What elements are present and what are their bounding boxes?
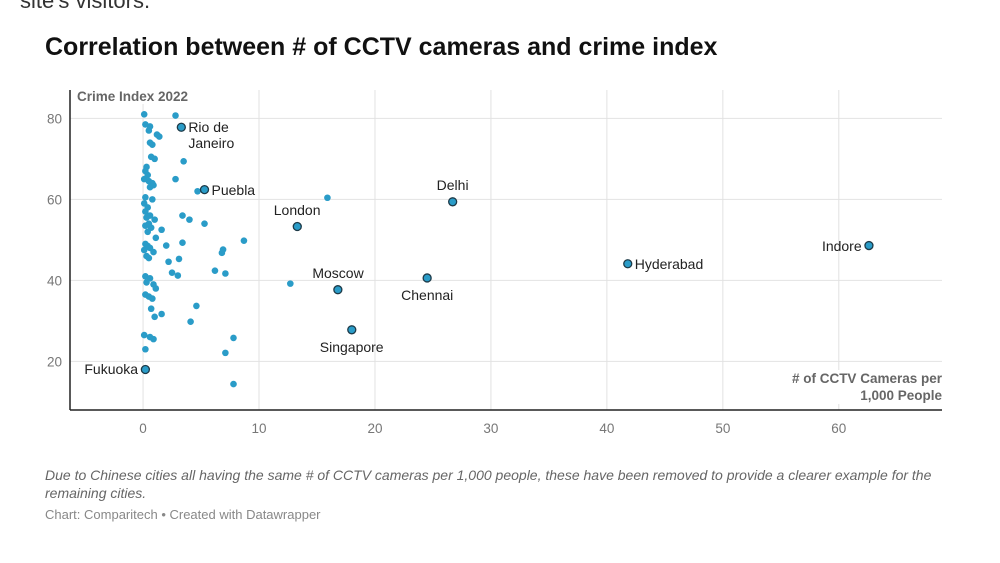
point-label: Puebla <box>211 181 256 198</box>
point <box>140 246 148 254</box>
point <box>201 220 208 227</box>
source: Chart: Comparitech • Created with Datawr… <box>45 507 321 522</box>
point <box>199 184 210 195</box>
point <box>194 187 201 195</box>
point-label: Chennai <box>401 286 454 303</box>
point <box>162 242 170 249</box>
point-label: Hyderabad <box>634 255 704 272</box>
point <box>155 133 163 140</box>
point <box>145 127 153 134</box>
chart-title: Correlation between # of CCTV cameras an… <box>45 33 718 61</box>
point <box>175 255 183 263</box>
point-label: Moscow <box>312 264 364 281</box>
point <box>187 318 194 325</box>
point <box>151 313 158 321</box>
point <box>864 240 874 251</box>
point <box>333 285 343 295</box>
page-text: site's visitors. <box>20 0 151 13</box>
point <box>172 112 179 119</box>
point-label: Singapore <box>319 338 384 355</box>
x-tick-label: 30 <box>483 421 498 436</box>
point <box>240 237 248 244</box>
point <box>165 258 172 266</box>
point-label: Rio de Janeiro <box>188 119 235 152</box>
point <box>158 310 165 318</box>
point <box>142 194 149 201</box>
point <box>179 239 186 247</box>
point-label: Indore <box>821 237 862 254</box>
point <box>158 226 165 234</box>
point <box>151 155 158 163</box>
point <box>146 183 154 191</box>
point <box>142 208 149 215</box>
point <box>150 335 157 343</box>
point <box>142 345 149 353</box>
point <box>180 157 187 165</box>
point <box>143 214 150 221</box>
note: Due to Chinese cities all having the sam… <box>45 467 932 501</box>
point <box>147 305 155 313</box>
point <box>142 222 149 229</box>
y-tick-label: 20 <box>47 354 62 369</box>
y-axis-label: Crime Index 2022 <box>74 89 192 104</box>
point-label: Delhi <box>436 176 469 193</box>
y-tick-label: 60 <box>47 192 62 207</box>
point-label: Fukuoka <box>84 361 139 378</box>
point <box>193 302 200 310</box>
point <box>149 196 156 203</box>
point <box>292 221 302 232</box>
point <box>140 364 151 375</box>
point <box>230 380 237 388</box>
point <box>179 212 186 219</box>
point <box>143 279 150 286</box>
point <box>174 272 182 279</box>
point <box>140 111 148 118</box>
x-tick-label: 20 <box>367 421 382 436</box>
point <box>222 349 229 357</box>
point <box>152 234 160 242</box>
point <box>422 273 432 283</box>
point-label: London <box>273 201 321 218</box>
y-tick-label: 40 <box>47 273 62 288</box>
point <box>287 280 294 287</box>
x-tick-label: 0 <box>139 421 147 436</box>
point <box>176 122 186 132</box>
x-tick-label: 40 <box>599 421 614 436</box>
x-tick-label: 50 <box>715 421 730 436</box>
point <box>230 334 237 342</box>
point <box>145 254 153 262</box>
point <box>144 228 151 236</box>
x-axis-label: # of CCTV Cameras per 1,000 People <box>782 370 942 404</box>
point <box>324 194 331 202</box>
point <box>222 270 229 277</box>
point <box>152 285 160 292</box>
point <box>448 197 458 207</box>
point <box>149 295 156 302</box>
x-tick-label: 60 <box>831 421 846 436</box>
point <box>218 249 226 257</box>
point <box>150 248 157 256</box>
x-tick-label: 10 <box>251 421 266 436</box>
point <box>211 267 219 274</box>
point <box>347 325 357 335</box>
y-tick-label: 80 <box>47 111 62 126</box>
point <box>140 331 148 339</box>
point <box>151 216 158 223</box>
point <box>149 141 156 148</box>
point <box>623 259 633 269</box>
point <box>172 175 179 183</box>
point <box>168 269 176 276</box>
point <box>186 216 193 223</box>
